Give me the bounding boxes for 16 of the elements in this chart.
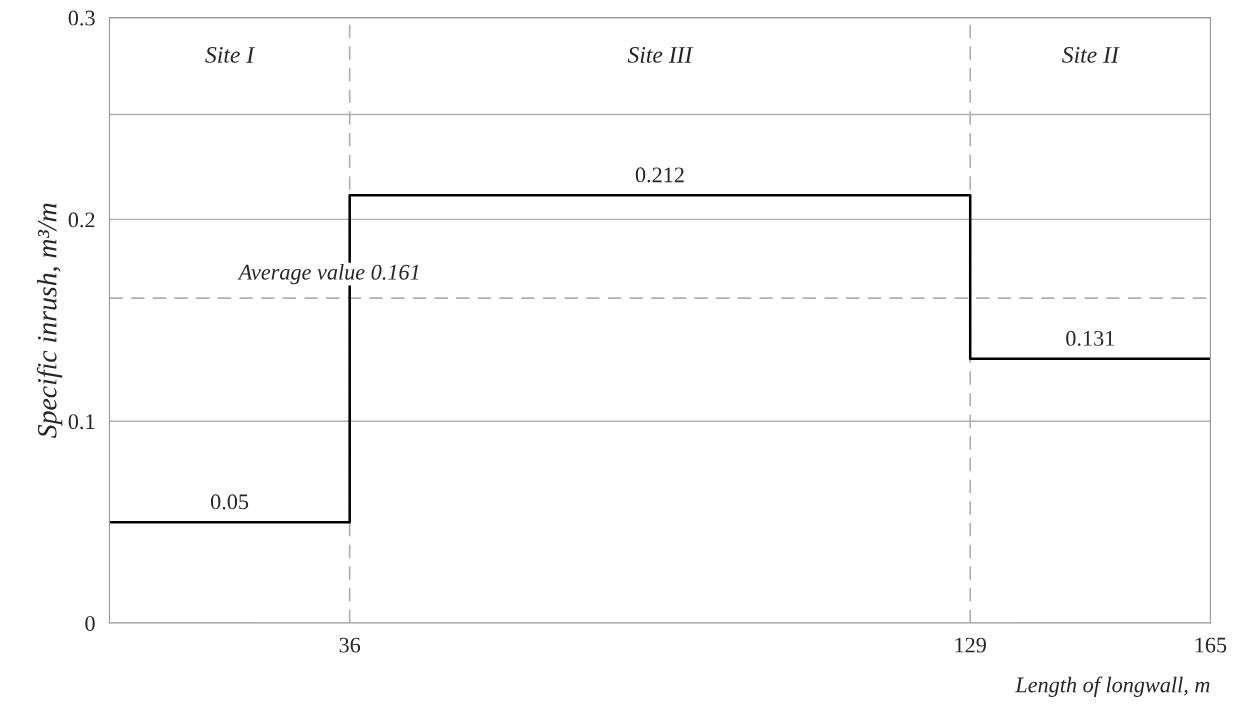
annotation: 0.131 [1066, 330, 1114, 346]
x-tick-label: 165 [1195, 637, 1227, 653]
y-tick-label: 0.3 [68, 10, 95, 26]
annotation: Site III [627, 47, 694, 63]
y-tick-label: 0 [85, 615, 95, 631]
annotation: Site II [1062, 47, 1120, 63]
y-tick-label: 0.2 [68, 212, 95, 228]
x-tick-label: 129 [955, 637, 986, 653]
x-axis-title: Length of longwall, m [1015, 676, 1210, 697]
annotation: Site I [205, 47, 256, 63]
x-tick-label: 36 [339, 637, 361, 653]
y-tick-label: 0.1 [68, 414, 95, 430]
y-axis-title: Specific inrush, m³/m [36, 203, 63, 438]
annotation: 0.212 [635, 167, 684, 183]
ref-line-label: Average value 0.161 [237, 264, 419, 285]
annotation: 0.05 [210, 494, 249, 510]
